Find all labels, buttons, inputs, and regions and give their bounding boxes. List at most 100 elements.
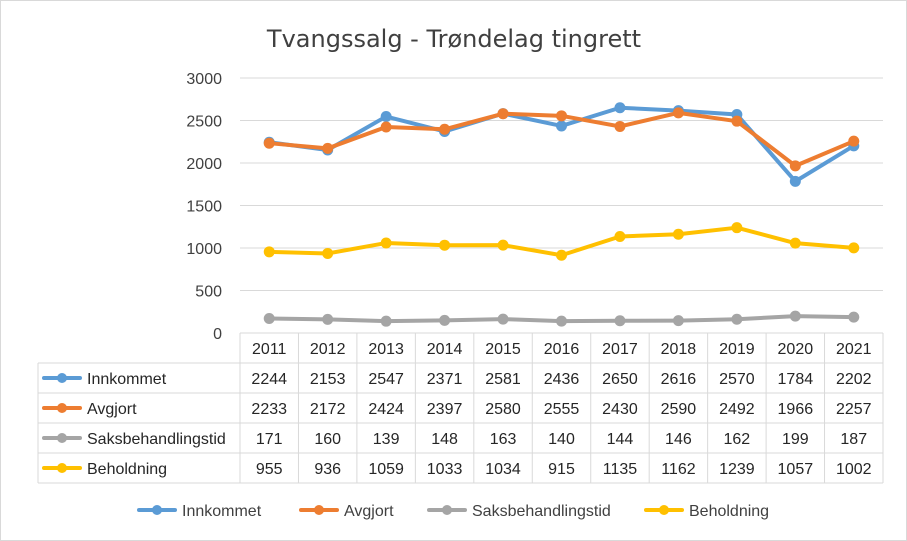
data-point bbox=[497, 313, 509, 325]
legend-item: Beholdning bbox=[644, 503, 769, 520]
legend-key-marker bbox=[442, 505, 452, 515]
x-tick-label: 2013 bbox=[368, 341, 404, 358]
data-point bbox=[556, 315, 567, 327]
data-point bbox=[322, 247, 334, 259]
x-tick-label: 2021 bbox=[836, 341, 872, 358]
data-table-cell: 2397 bbox=[427, 401, 463, 418]
data-point bbox=[731, 115, 743, 127]
data-table-cell: 1057 bbox=[778, 461, 814, 478]
data-table-cell: 1784 bbox=[778, 371, 814, 388]
data-point bbox=[263, 312, 275, 324]
data-point bbox=[789, 175, 801, 187]
series-beholdning bbox=[263, 222, 860, 261]
data-point bbox=[672, 315, 684, 327]
data-table-cell: 2430 bbox=[602, 401, 638, 418]
table-legend-key-marker bbox=[57, 463, 67, 473]
data-table-cell: 1033 bbox=[427, 461, 463, 478]
x-tick-label: 2017 bbox=[602, 341, 638, 358]
series-lines bbox=[263, 102, 860, 327]
data-table-cell: 2424 bbox=[368, 401, 404, 418]
data-table-cell: 160 bbox=[314, 431, 341, 448]
data-point bbox=[556, 120, 567, 132]
data-point bbox=[848, 135, 860, 147]
data-table-cell: 1135 bbox=[603, 461, 638, 478]
data-table-cell: 2616 bbox=[661, 371, 697, 388]
table-row-label: Innkommet bbox=[87, 371, 167, 388]
data-table-cell: 2244 bbox=[251, 371, 287, 388]
data-table-cell: 171 bbox=[256, 431, 283, 448]
data-table: 2011 2012 2013 2014 2015 2016 2017 2018 2019 2020… bbox=[37, 332, 884, 484]
y-tick-label: 1000 bbox=[186, 241, 222, 258]
data-table-cell: 1002 bbox=[836, 461, 872, 478]
legend-item: Innkommet bbox=[137, 503, 262, 520]
data-point bbox=[380, 315, 392, 327]
data-point bbox=[614, 231, 626, 243]
data-point bbox=[380, 121, 392, 133]
data-point bbox=[497, 239, 509, 251]
data-table-cell: 955 bbox=[256, 461, 283, 478]
data-point bbox=[614, 120, 626, 132]
data-table-cell: 2555 bbox=[544, 401, 580, 418]
x-tick-label: 2020 bbox=[778, 341, 814, 358]
x-tick-label: 2012 bbox=[310, 341, 346, 358]
data-table-cell: 2257 bbox=[836, 401, 872, 418]
y-tick-label: 0 bbox=[213, 326, 222, 343]
data-table-cell: 148 bbox=[431, 431, 458, 448]
data-table-cell: 2547 bbox=[368, 371, 404, 388]
table-row-label: Beholdning bbox=[87, 461, 167, 478]
table-legend-key-marker bbox=[57, 433, 67, 443]
data-point bbox=[672, 107, 684, 119]
table-legend-key-marker bbox=[57, 403, 67, 413]
table-row-label: Avgjort bbox=[87, 401, 137, 418]
data-point bbox=[439, 123, 451, 135]
legend-key-marker bbox=[659, 505, 669, 515]
data-table-cell: 2650 bbox=[602, 371, 638, 388]
x-tick-label: 2016 bbox=[544, 341, 580, 358]
x-tick-label: 2019 bbox=[719, 341, 755, 358]
y-axis-ticks: 0 500 1000 1500 2000 2500 3000 bbox=[186, 71, 222, 343]
data-point bbox=[556, 249, 567, 261]
legend-item: Avgjort bbox=[299, 503, 394, 520]
x-tick-label: 2011 bbox=[252, 341, 287, 358]
x-tick-label: 2014 bbox=[427, 341, 463, 358]
data-table-cell: 1162 bbox=[661, 461, 696, 478]
series-saksbehandlingstid bbox=[263, 310, 860, 327]
y-tick-label: 2500 bbox=[186, 114, 222, 131]
legend-label: Saksbehandlingstid bbox=[472, 503, 611, 520]
data-table-cell: 2233 bbox=[251, 401, 287, 418]
series-avgjort bbox=[263, 107, 860, 172]
data-table-cell: 1966 bbox=[778, 401, 814, 418]
data-table-cell: 2371 bbox=[427, 371, 463, 388]
data-table-cell: 144 bbox=[607, 431, 634, 448]
data-point bbox=[497, 108, 509, 120]
data-table-cell: 187 bbox=[840, 431, 867, 448]
data-point bbox=[322, 142, 334, 154]
data-table-cell: 140 bbox=[548, 431, 575, 448]
data-table-cell: 1239 bbox=[719, 461, 755, 478]
data-point bbox=[614, 315, 626, 327]
data-point bbox=[322, 313, 334, 325]
data-point bbox=[263, 246, 275, 258]
legend-item: Saksbehandlingstid bbox=[427, 503, 611, 520]
data-table-cell: 2202 bbox=[836, 371, 872, 388]
table-row-label: Saksbehandlingstid bbox=[87, 431, 226, 448]
data-table-cell: 199 bbox=[782, 431, 809, 448]
data-table-cell: 1034 bbox=[485, 461, 521, 478]
data-table-cell: 2153 bbox=[310, 371, 346, 388]
y-tick-label: 3000 bbox=[186, 71, 222, 88]
legend-label: Beholdning bbox=[689, 503, 769, 520]
data-table-cell: 2436 bbox=[544, 371, 580, 388]
x-tick-label: 2015 bbox=[485, 341, 521, 358]
table-legend-key-marker bbox=[57, 373, 67, 383]
x-tick-label: 2018 bbox=[661, 341, 697, 358]
legend-key-marker bbox=[152, 505, 162, 515]
data-table-cell: 139 bbox=[373, 431, 400, 448]
data-point bbox=[263, 137, 275, 149]
data-table-cell: 162 bbox=[724, 431, 751, 448]
data-point bbox=[848, 311, 860, 323]
data-table-cell: 2580 bbox=[485, 401, 521, 418]
data-point bbox=[789, 237, 801, 249]
legend: Innkommet Avgjort Saksbehandlingstid Behold… bbox=[137, 503, 769, 520]
